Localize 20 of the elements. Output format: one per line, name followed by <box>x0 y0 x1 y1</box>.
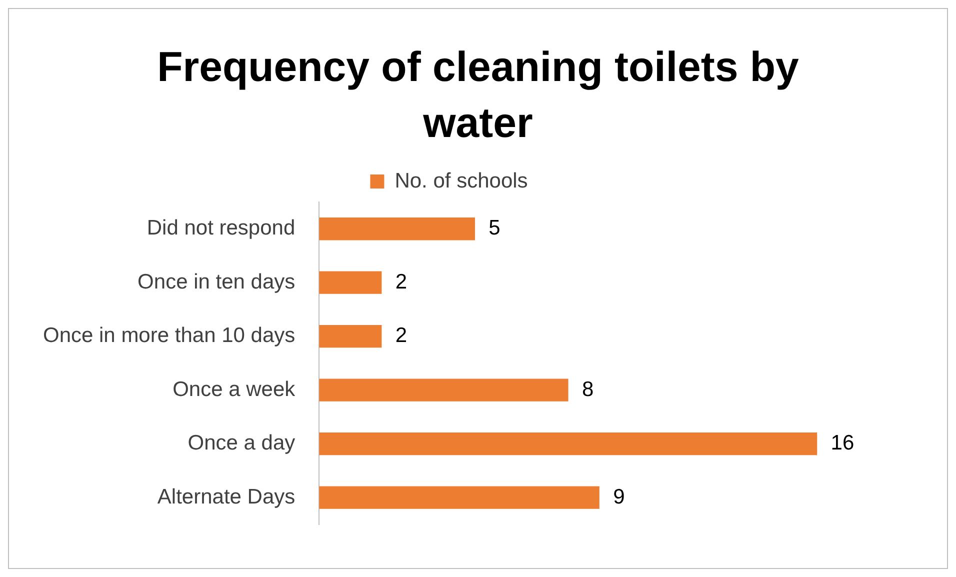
data-label: 16 <box>830 432 854 455</box>
data-label: 9 <box>613 485 625 508</box>
y-tick-label: Alternate Days <box>157 485 296 508</box>
bar <box>319 378 568 402</box>
data-label: 8 <box>582 378 594 401</box>
y-tick-label: Once in ten days <box>138 270 296 294</box>
y-tick-label: Once a day <box>188 432 296 455</box>
chart-title: Frequency of cleaning toilets by water <box>156 42 800 148</box>
y-tick-label: Once a week <box>172 378 296 401</box>
bar <box>319 271 382 294</box>
legend-label: No. of schools <box>394 169 528 192</box>
bar <box>319 325 382 348</box>
data-label: 2 <box>395 324 408 348</box>
bar <box>319 218 475 240</box>
data-label: 5 <box>488 216 500 240</box>
bar <box>319 486 600 509</box>
y-tick-label: Did not respond <box>146 216 296 240</box>
bar <box>319 432 818 456</box>
data-label: 2 <box>395 270 408 294</box>
y-tick-label: Once in more than 10 days <box>42 324 296 348</box>
